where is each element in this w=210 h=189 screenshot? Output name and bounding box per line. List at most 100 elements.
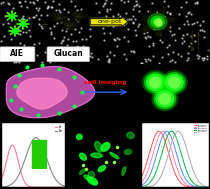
Circle shape [150,77,161,88]
Point [89,52,92,55]
Point [16,59,20,62]
Point [57,8,61,11]
Point [108,32,111,35]
Line: glucan-1: glucan-1 [142,131,209,187]
Point [18,41,21,44]
Point [48,60,51,63]
Point [189,34,193,37]
Point [165,10,169,13]
Point [18,0,21,3]
Point [14,49,17,52]
Point [181,33,185,36]
Point [125,12,128,15]
Point [146,34,149,37]
Point [165,45,169,48]
Point [179,6,182,9]
Point [58,10,62,13]
Point [186,58,189,61]
glucan-3 [202,186,204,188]
Point [60,29,63,32]
Point [28,17,31,20]
Point [115,44,118,47]
Point [171,50,175,53]
Point [187,57,190,60]
glucan-5 [141,186,143,188]
Point [65,26,68,29]
Point [77,59,80,62]
Point [29,35,32,38]
Point [198,54,201,57]
glucan-4 [181,154,183,157]
FancyArrow shape [90,17,128,27]
Point [112,37,116,40]
Point [31,16,34,19]
Point [35,0,38,2]
Point [127,17,131,20]
Point [55,21,59,24]
glucan-5 [177,130,179,132]
Point [123,35,126,38]
glucan-1 [208,186,210,188]
Ex [8,148,11,150]
Point [103,38,106,41]
Line: Em: Em [2,138,65,187]
glucan-1 [158,130,160,132]
Point [104,14,107,17]
Point [135,0,138,2]
Point [126,39,129,42]
Point [0,2,3,5]
Point [167,5,170,8]
Point [133,18,137,21]
Point [14,60,17,63]
Point [32,42,36,45]
Point [139,61,143,64]
Point [14,56,18,59]
Point [18,33,21,36]
Ellipse shape [101,143,110,151]
glucan-5 [202,184,204,186]
Polygon shape [6,67,94,118]
Point [138,10,141,13]
Point [79,8,83,11]
Point [166,53,169,56]
Point [170,59,173,62]
Point [131,15,135,18]
Point [198,28,201,31]
Point [102,32,106,35]
Point [59,54,62,57]
Line: glucan-4: glucan-4 [142,131,209,187]
Em [26,152,28,154]
Point [67,11,70,14]
Point [74,40,77,43]
Em [21,165,24,167]
Point [118,38,121,41]
glucan-4 [202,186,204,188]
Point [94,1,97,4]
Point [177,13,181,16]
glucan-4 [208,186,210,188]
Point [196,20,199,23]
Point [180,41,184,44]
Ellipse shape [88,177,98,185]
Polygon shape [17,78,67,109]
Point [2,0,5,3]
glucan-1 [181,183,183,185]
Point [170,34,173,37]
Text: Glucan: Glucan [53,49,83,58]
Point [6,2,9,5]
Point [187,22,190,26]
Point [147,57,150,60]
Point [108,59,111,62]
Point [60,20,63,23]
Point [62,8,66,11]
glucan-2 [182,180,184,182]
Line: glucan-2: glucan-2 [142,131,209,187]
Point [202,57,206,60]
Point [168,12,171,15]
Ex [26,184,29,186]
glucan-3 [140,184,143,186]
Ellipse shape [88,171,95,178]
Point [111,25,114,28]
Point [168,29,172,32]
Point [148,59,151,62]
